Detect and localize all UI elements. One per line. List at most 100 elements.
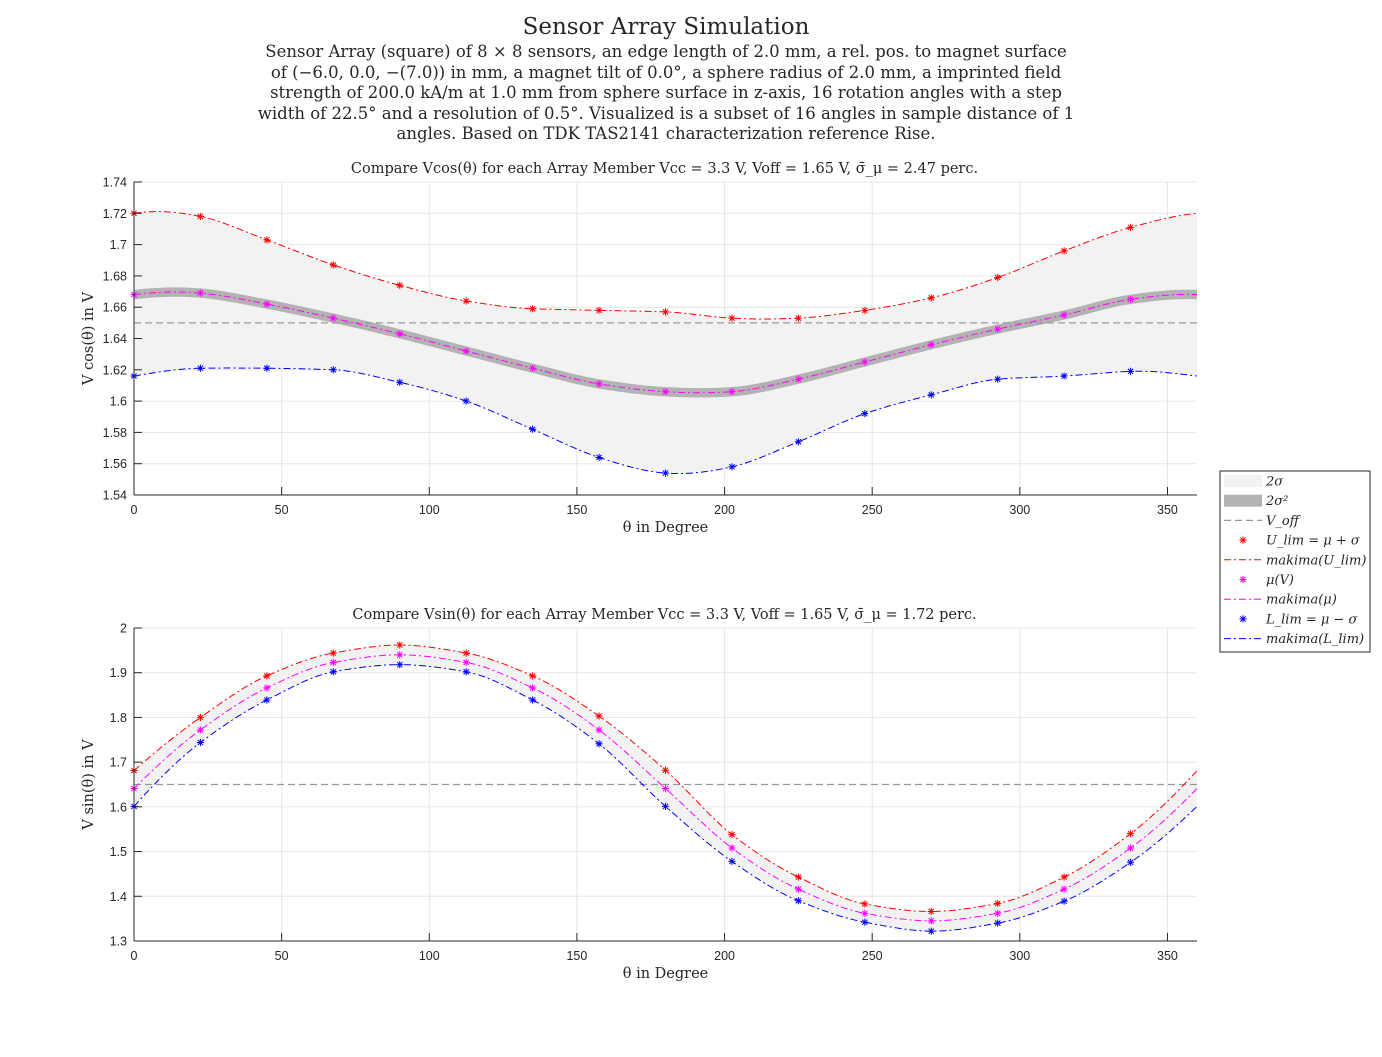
mean-marker (861, 909, 869, 917)
x-tick-label: 350 (1157, 503, 1178, 517)
upper-marker (661, 308, 670, 316)
mean-marker (728, 388, 736, 396)
x-tick-label: 300 (1009, 949, 1030, 963)
panel-title: Compare Vsin(θ) for each Array Member Vc… (352, 607, 976, 623)
mean-marker (1126, 295, 1135, 303)
legend-label: makima(μ) (1266, 593, 1337, 608)
lower-marker (263, 696, 271, 704)
lower-marker (728, 463, 736, 471)
x-tick-label: 100 (419, 949, 440, 963)
upper-marker (1126, 830, 1135, 838)
mean-marker (263, 684, 271, 692)
sigma-band (134, 211, 1197, 474)
legend-label: 2σ² (1265, 494, 1288, 509)
upper-marker (329, 649, 337, 657)
figure-title: Sensor Array Simulation (522, 14, 810, 40)
x-tick-label: 150 (566, 503, 587, 517)
legend-label: μ(V) (1266, 573, 1294, 588)
upper-marker (595, 306, 603, 314)
lower-marker (994, 375, 1002, 383)
x-tick-label: 300 (1009, 503, 1030, 517)
lower-marker (329, 668, 337, 676)
x-tick-label: 0 (131, 949, 138, 963)
upper-marker (263, 672, 271, 680)
mean-marker (196, 726, 205, 734)
mean-marker (396, 651, 404, 659)
lower-marker (1126, 367, 1135, 375)
x-tick-label: 200 (714, 949, 735, 963)
mean-marker (1060, 885, 1068, 893)
legend-label: V_off (1266, 514, 1302, 529)
x-tick-label: 100 (419, 503, 440, 517)
upper-marker (994, 273, 1002, 282)
mean-marker (794, 885, 802, 893)
y-tick-label: 1.64 (103, 332, 127, 346)
lower-marker (1126, 858, 1135, 866)
x-tick-label: 250 (862, 503, 883, 517)
mean-marker (1060, 311, 1068, 319)
x-axis-label: θ in Degree (623, 966, 709, 982)
lower-marker (529, 425, 537, 433)
mean-marker (595, 380, 603, 388)
x-tick-label: 200 (714, 503, 735, 517)
mean-marker (661, 784, 670, 793)
figure-title-block: Sensor Array Simulation Sensor Array (sq… (0, 12, 1332, 145)
makima-lower-line (133, 367, 1198, 475)
x-tick-label: 50 (275, 503, 289, 517)
lower-marker (861, 918, 869, 926)
x-tick-label: 50 (275, 949, 289, 963)
y-tick-label: 1.3 (110, 935, 127, 949)
y-tick-label: 1.6 (110, 800, 127, 814)
mean-marker (994, 909, 1002, 917)
lower-marker (529, 696, 537, 704)
upper-marker (196, 212, 205, 221)
legend-swatch (1239, 575, 1247, 584)
y-tick-label: 1.66 (103, 301, 127, 315)
upper-marker (728, 314, 736, 322)
lower-marker (661, 802, 670, 811)
mean-marker (462, 658, 470, 667)
legend-swatch (1239, 615, 1247, 623)
x-tick-label: 350 (1157, 949, 1178, 963)
y-tick-label: 1.7 (110, 756, 127, 770)
sigma-squared-band (134, 287, 1197, 398)
upper-marker (396, 281, 404, 289)
y-axis-label: V cos(θ) in V (81, 291, 97, 386)
y-tick-label: 1.74 (103, 176, 127, 190)
upper-marker (462, 649, 470, 657)
x-tick-label: 0 (131, 503, 138, 517)
upper-marker (529, 305, 537, 313)
legend-swatch (1239, 536, 1247, 544)
upper-marker (794, 873, 802, 881)
chart-panel-1: 0 50 100 150 200 250 300 350 1.54 1.56 1.58 1.6 1.62… (81, 161, 1198, 536)
y-tick-label: 1.5 (110, 845, 127, 859)
mean-marker (462, 347, 470, 355)
mean-marker (196, 289, 205, 297)
upper-marker (861, 900, 869, 908)
upper-marker (661, 766, 670, 774)
upper-marker (1060, 873, 1068, 881)
mean-marker (661, 388, 670, 396)
upper-marker (595, 712, 603, 720)
lower-marker (196, 364, 205, 372)
lower-marker (329, 366, 337, 374)
upper-marker (994, 899, 1002, 908)
legend-label: L_lim = μ − σ (1265, 612, 1359, 627)
legend-label: 2σ (1265, 475, 1284, 490)
lower-marker (595, 453, 603, 462)
upper-marker (728, 830, 736, 839)
mean-marker (1126, 844, 1135, 852)
upper-marker (794, 314, 802, 322)
mean-marker (329, 314, 337, 322)
lower-marker (794, 897, 802, 905)
mean-marker (595, 726, 603, 734)
x-tick-label: 250 (862, 949, 883, 963)
lower-marker (794, 438, 802, 446)
legend-swatch (1224, 475, 1262, 487)
mean-marker (994, 325, 1002, 333)
y-axis-label: V sin(θ) in V (81, 739, 97, 831)
lower-marker (661, 469, 670, 477)
legend-label: makima(L_lim) (1266, 632, 1364, 647)
lower-marker (196, 738, 205, 747)
